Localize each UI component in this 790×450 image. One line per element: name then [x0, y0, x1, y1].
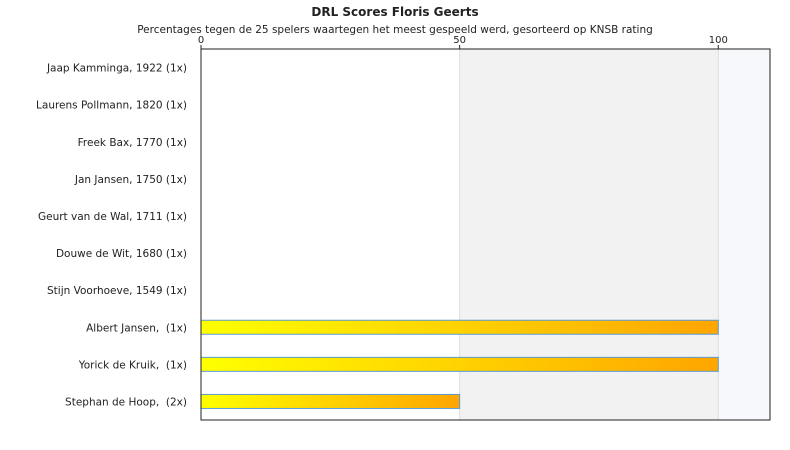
category-label: Laurens Pollmann, 1820 (1x): [36, 100, 187, 112]
x-tick-label: 50: [453, 35, 466, 46]
category-label: Geurt van de Wal, 1711 (1x): [38, 211, 187, 223]
plot-frame: [200, 48, 771, 421]
category-labels: Jaap Kamminga, 1922 (1x) Laurens Pollmann…: [36, 63, 187, 409]
category-label: Stijn Voorhoeve, 1549 (1x): [47, 285, 187, 297]
background-band: [718, 49, 770, 420]
category-label: Jaap Kamminga, 1922 (1x): [46, 63, 187, 75]
chart-title: DRL Scores Floris Geerts: [311, 5, 478, 19]
bars: [200, 319, 719, 409]
category-label: Stephan de Hoop, (2x): [65, 396, 187, 408]
category-label: Yorick de Kruik, (1x): [78, 359, 187, 371]
bar: [200, 356, 719, 372]
category-label: Freek Bax, 1770 (1x): [78, 137, 187, 149]
x-tick-label: 100: [709, 35, 728, 46]
x-axis-ticks: 0 50 100: [198, 35, 728, 49]
chart-subtitle: Percentages tegen de 25 spelers waartege…: [137, 24, 653, 36]
bar: [200, 393, 461, 409]
bar: [200, 319, 719, 335]
category-label: Douwe de Wit, 1680 (1x): [56, 248, 187, 260]
category-label: Albert Jansen, (1x): [86, 322, 187, 334]
category-label: Jan Jansen, 1750 (1x): [74, 174, 187, 186]
x-tick-label: 0: [198, 35, 204, 46]
